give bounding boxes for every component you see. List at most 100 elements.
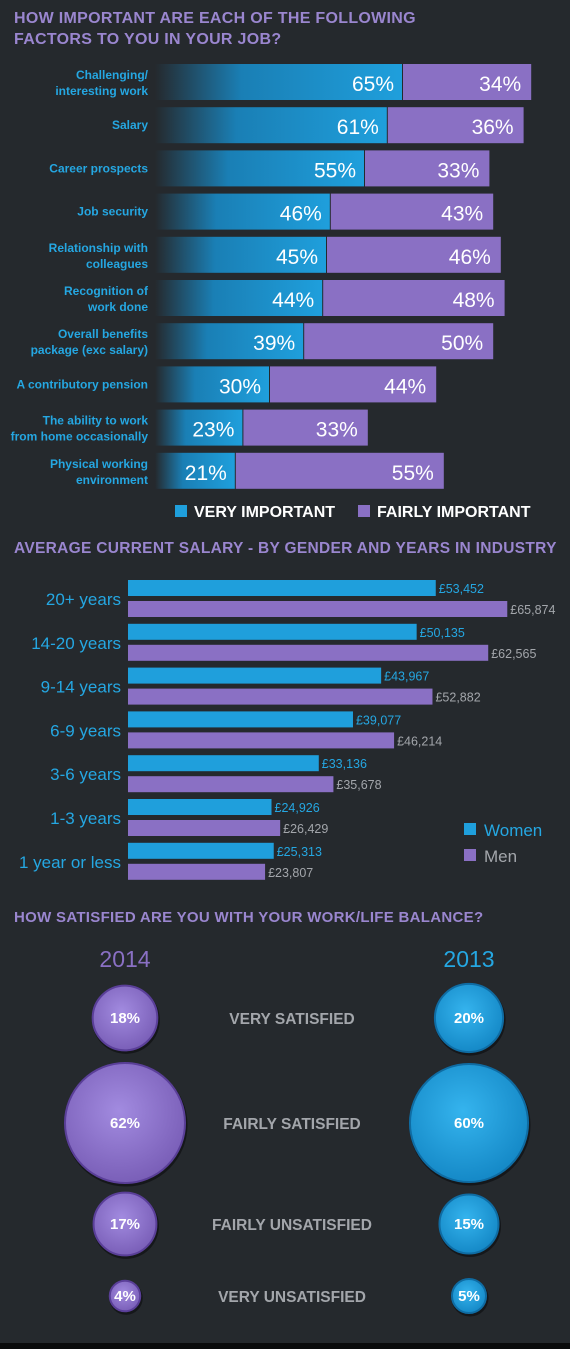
bar-very-important — [155, 280, 323, 316]
bubble-value-2014: 4% — [114, 1288, 136, 1305]
category-label: from home occasionally — [11, 430, 149, 444]
data-label-women: £25,313 — [277, 845, 322, 859]
category-label: 1-3 years — [50, 809, 121, 828]
bubble-2013 — [438, 1193, 500, 1255]
salary-chart-title: AVERAGE CURRENT SALARY - BY GENDER AND Y… — [14, 540, 557, 557]
satisfaction-category-label: VERY UNSATISFIED — [218, 1289, 366, 1306]
bottom-divider — [0, 1343, 570, 1349]
bar-men — [128, 820, 281, 836]
importance-chart-title: HOW IMPORTANT ARE EACH OF THE FOLLOWING … — [14, 10, 416, 48]
data-label-very-important: 55% — [314, 159, 356, 182]
bar-fairly-important — [365, 150, 490, 187]
category-label: Career prospects — [49, 161, 148, 175]
bubble-value-2014: 18% — [110, 1010, 140, 1027]
legend-swatch-fairly-important — [358, 505, 370, 517]
category-label: colleagues — [86, 257, 148, 271]
data-label-fairly-important: 33% — [316, 419, 358, 442]
bar-very-important — [155, 323, 304, 360]
category-label: work done — [87, 300, 148, 314]
category-label: Challenging/ — [76, 68, 149, 82]
bar-fairly-important — [270, 366, 437, 403]
bar-very-important — [155, 409, 243, 446]
bar-men — [128, 776, 334, 793]
category-label: The ability to work — [43, 414, 149, 428]
data-label-men: £65,874 — [510, 603, 555, 617]
bar-men — [128, 688, 433, 705]
data-label-very-important: 61% — [337, 116, 379, 139]
satisfaction-category-label: FAIRLY SATISFIED — [223, 1116, 361, 1133]
legend-swatch-men — [464, 849, 476, 861]
category-label: interesting work — [55, 84, 148, 98]
bar-women — [128, 580, 436, 596]
bar-very-important — [155, 64, 402, 100]
data-label-men: £62,565 — [491, 647, 536, 661]
category-label: Salary — [112, 118, 148, 132]
bar-men — [128, 732, 395, 749]
category-label: 1 year or less — [19, 853, 121, 872]
data-label-fairly-important: 55% — [392, 462, 434, 485]
data-label-women: £24,926 — [275, 801, 320, 815]
bar-fairly-important — [403, 64, 532, 100]
data-label-fairly-important: 43% — [441, 203, 483, 226]
category-label: 3-6 years — [50, 765, 121, 784]
data-label-very-important: 65% — [352, 73, 394, 96]
data-label-men: £46,214 — [397, 734, 442, 748]
bar-fairly-important — [323, 280, 505, 316]
bubble-2013 — [408, 1062, 530, 1184]
category-label: A contributory pension — [16, 377, 148, 391]
salary-chart: £53,452 £65,874 20+ years £50,135 £62,565 14-… — [19, 580, 556, 880]
bubble-2013 — [450, 1277, 488, 1315]
data-label-fairly-important: 48% — [453, 289, 495, 312]
category-label: environment — [76, 473, 148, 487]
category-label: 9-14 years — [41, 678, 121, 697]
bar-women — [128, 711, 353, 728]
data-label-fairly-important: 36% — [472, 116, 514, 139]
bar-women — [128, 755, 319, 772]
data-label-very-important: 44% — [272, 289, 314, 312]
category-label: Physical working — [50, 457, 148, 471]
satisfaction-chart: 2014 2013 18% 20% VERY SATISFIED 62% 60% FAIRLY… — [64, 946, 531, 1317]
data-label-women: £33,136 — [322, 757, 367, 771]
legend-label-very-important: VERY IMPORTANT — [194, 504, 335, 521]
category-label: 14-20 years — [31, 634, 121, 653]
data-label-very-important: 23% — [192, 419, 234, 442]
bubble-value-2014: 62% — [110, 1115, 140, 1132]
bubble-2013 — [433, 982, 505, 1054]
legend-label-men: Men — [484, 847, 517, 866]
bar-women — [128, 667, 382, 684]
bubble-value-2014: 17% — [110, 1216, 140, 1233]
bubble-2014 — [64, 1062, 186, 1184]
importance-chart: 65% 34% Challenging/interesting work 61% 36%… — [11, 64, 532, 521]
bar-men — [128, 644, 489, 661]
data-label-fairly-important: 34% — [479, 73, 521, 96]
bar-fairly-important — [243, 409, 368, 446]
bubble-2014 — [92, 1191, 158, 1257]
bubble-value-2013: 5% — [458, 1288, 480, 1305]
category-label: package (exc salary) — [31, 343, 148, 357]
data-label-fairly-important: 33% — [437, 159, 479, 182]
bubble-2014 — [91, 984, 159, 1052]
bubble-value-2013: 15% — [454, 1216, 484, 1233]
data-label-fairly-important: 44% — [384, 375, 426, 398]
bar-fairly-important — [387, 107, 524, 144]
satisfaction-category-label: FAIRLY UNSATISFIED — [212, 1217, 372, 1234]
legend-swatch-very-important — [175, 505, 187, 517]
data-label-fairly-important: 46% — [449, 246, 491, 269]
data-label-women: £53,452 — [439, 582, 484, 596]
data-label-women: £39,077 — [356, 713, 401, 727]
legend-label-fairly-important: FAIRLY IMPORTANT — [377, 504, 531, 521]
year-label-2013: 2013 — [443, 946, 494, 972]
data-label-men: £23,807 — [268, 866, 313, 880]
category-label: Recognition of — [64, 284, 149, 298]
bar-very-important — [155, 107, 387, 144]
satisfaction-category-label: VERY SATISFIED — [229, 1011, 354, 1028]
data-label-men: £52,882 — [435, 691, 480, 705]
data-label-women: £43,967 — [384, 670, 429, 684]
bar-women — [128, 623, 417, 640]
bar-women — [128, 799, 272, 815]
year-label-2014: 2014 — [99, 946, 150, 972]
bubble-2014 — [108, 1279, 142, 1313]
data-label-men: £26,429 — [283, 822, 328, 836]
bar-very-important — [155, 193, 330, 230]
bar-men — [128, 601, 508, 617]
